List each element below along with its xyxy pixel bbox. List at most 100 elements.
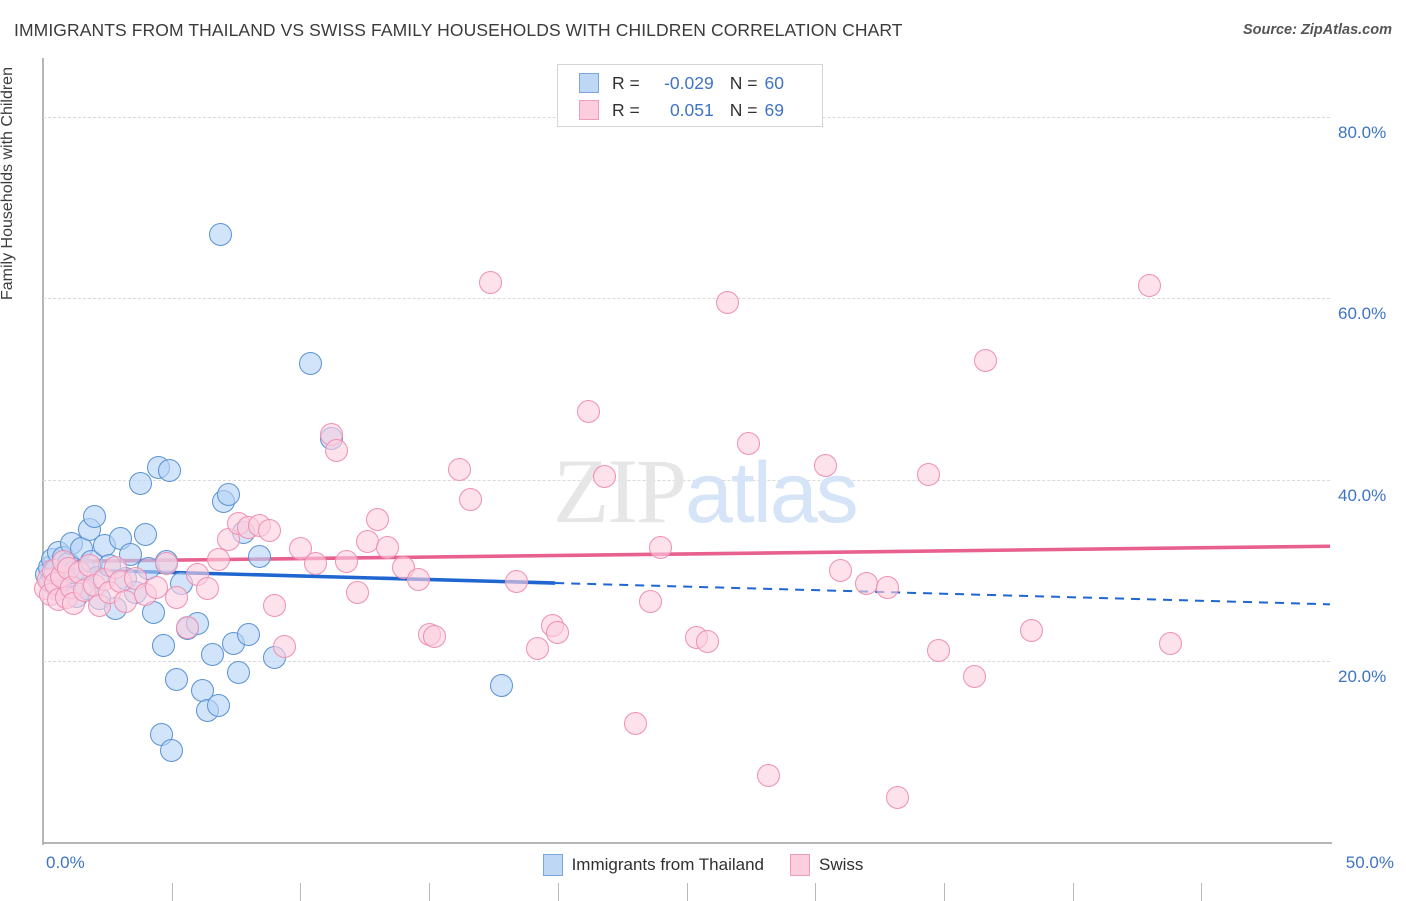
- scatter-point: [157, 459, 181, 483]
- plot-area: ZIPatlas: [34, 58, 1330, 901]
- y-axis-line: [42, 58, 44, 845]
- scatter-point: [592, 464, 616, 488]
- stats-r-label-0: R =: [612, 72, 640, 93]
- y-axis-title: Family Households with Children: [0, 67, 16, 300]
- scatter-point: [916, 463, 940, 487]
- scatter-point: [963, 664, 987, 688]
- scatter-point: [546, 620, 570, 644]
- scatter-point: [489, 673, 513, 697]
- scatter-point: [407, 568, 431, 592]
- scatter-point: [829, 559, 853, 583]
- legend-label-thailand: Immigrants from Thailand: [571, 855, 764, 874]
- scatter-point: [196, 577, 220, 601]
- y-axis-label: 40.0%: [1338, 485, 1387, 505]
- scatter-point: [638, 590, 662, 614]
- scatter-point: [263, 593, 287, 617]
- stats-swatch-pink-icon: [579, 100, 599, 120]
- scatter-point: [227, 660, 251, 684]
- scatter-point: [505, 570, 529, 594]
- scatter-point: [376, 535, 400, 559]
- scatter-point: [757, 764, 781, 788]
- stats-row-thailand: R = -0.029 N = 60: [558, 69, 824, 97]
- scatter-point: [448, 457, 472, 481]
- scatter-point: [165, 668, 189, 692]
- legend-entry-thailand[interactable]: Immigrants from Thailand: [542, 854, 764, 876]
- y-axis-label: 80.0%: [1338, 122, 1387, 142]
- scatter-point: [209, 223, 233, 247]
- scatter-point: [206, 693, 230, 717]
- stats-r-value-1: 0.051: [669, 99, 714, 120]
- scatter-point: [160, 738, 184, 762]
- series-legend: Immigrants from Thailand Swiss: [0, 850, 1406, 880]
- trendline-solid-1: [43, 544, 1330, 564]
- legend-swatch-pink-icon: [790, 854, 810, 876]
- legend-swatch-blue-icon: [542, 854, 563, 876]
- scatter-point: [479, 270, 503, 294]
- stats-n-label-1: N =: [729, 99, 758, 120]
- scatter-point: [1138, 274, 1162, 298]
- scatter-point: [82, 504, 106, 528]
- gridline: [43, 479, 1330, 481]
- scatter-point: [129, 472, 153, 496]
- scatter-point: [736, 432, 760, 456]
- scatter-point: [875, 575, 899, 599]
- y-axis-label: 20.0%: [1338, 667, 1387, 687]
- x-axis-tick: [943, 883, 945, 901]
- scatter-point: [335, 550, 359, 574]
- scatter-point: [155, 551, 179, 575]
- scatter-point: [345, 581, 369, 605]
- stats-row-swiss: R = 0.051 N = 69: [558, 96, 824, 124]
- x-axis-tick: [1201, 883, 1203, 901]
- scatter-point: [304, 551, 328, 575]
- scatter-point: [1019, 619, 1043, 643]
- legend-label-swiss: Swiss: [819, 855, 864, 874]
- scatter-point: [623, 711, 647, 735]
- x-axis-line: [42, 842, 1332, 844]
- x-axis-tick: [1072, 883, 1074, 901]
- scatter-point: [175, 615, 199, 639]
- scatter-point: [973, 348, 997, 372]
- scatter-point: [273, 635, 297, 659]
- scatter-point: [422, 624, 446, 648]
- scatter-point: [165, 586, 189, 610]
- x-axis-tick: [171, 883, 173, 901]
- y-axis-label: 60.0%: [1338, 304, 1387, 324]
- scatter-point: [299, 352, 323, 376]
- x-axis-min-label: 0.0%: [46, 853, 85, 872]
- correlation-stats-box: R = -0.029 N = 60 R = 0.051 N = 69: [557, 64, 823, 127]
- scatter-point: [258, 519, 281, 543]
- scatter-point: [201, 642, 225, 666]
- trendline-dashed-0: [555, 582, 1330, 606]
- trendlines: [43, 544, 1330, 606]
- scatter-point: [206, 548, 230, 572]
- x-axis-max-label: 50.0%: [1345, 853, 1394, 872]
- scatter-point: [152, 633, 176, 657]
- scatter-point: [813, 453, 837, 477]
- scatter-point: [577, 399, 601, 423]
- source-label: Source: ZipAtlas.com: [1242, 22, 1392, 38]
- gridline: [43, 661, 1330, 663]
- x-axis-tick: [429, 883, 431, 901]
- x-axis-tick: [686, 883, 688, 901]
- scatter-point: [649, 535, 673, 559]
- scatter-point: [1158, 631, 1182, 655]
- scatter-point: [695, 630, 719, 654]
- stats-r-value-0: -0.029: [664, 72, 714, 93]
- scatter-point: [355, 530, 379, 554]
- x-axis-tick: [300, 883, 302, 901]
- scatter-point: [716, 290, 740, 314]
- scatter-point: [324, 439, 348, 463]
- legend-entry-swiss[interactable]: Swiss: [790, 854, 863, 876]
- scatter-point: [525, 637, 549, 661]
- scatter-point: [134, 522, 158, 546]
- scatter-point: [855, 571, 879, 595]
- x-axis-tick: [557, 883, 559, 901]
- scatter-point: [886, 786, 910, 810]
- scatter-point: [458, 488, 482, 512]
- scatter-point: [247, 544, 271, 568]
- page-title: IMMIGRANTS FROM THAILAND VS SWISS FAMILY…: [14, 20, 903, 40]
- scatter-point: [216, 483, 240, 506]
- stats-n-label-0: N =: [729, 72, 758, 93]
- gridline: [43, 298, 1330, 300]
- scatter-point: [113, 590, 137, 614]
